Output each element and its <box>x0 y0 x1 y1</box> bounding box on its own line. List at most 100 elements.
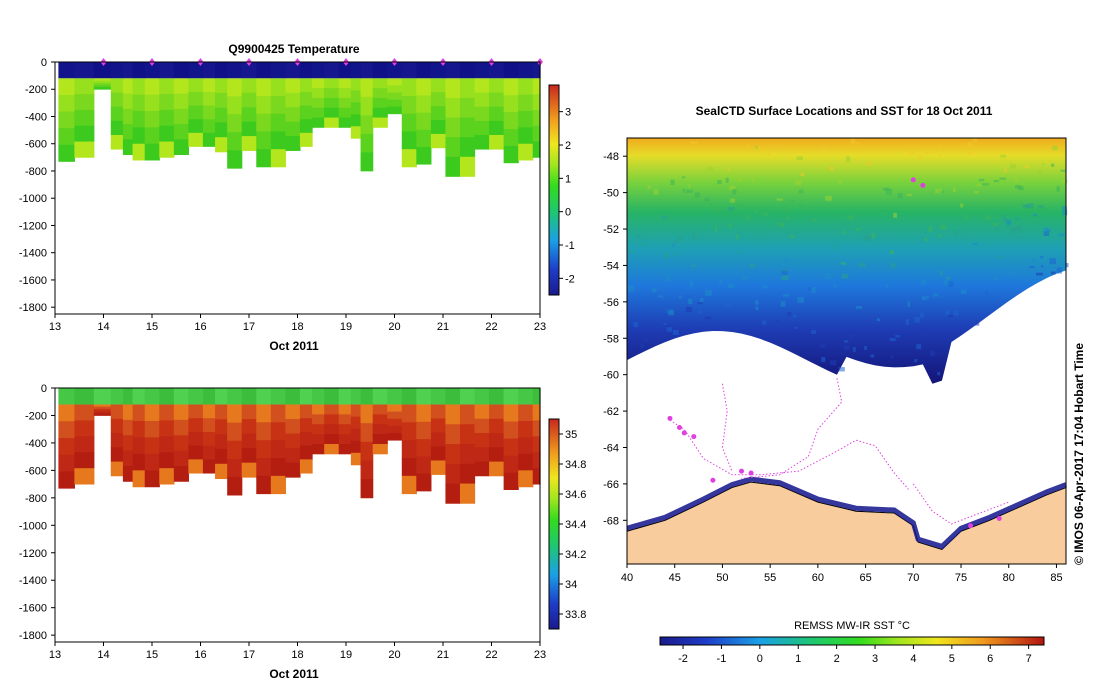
profile-band <box>324 107 340 118</box>
sst-texture-cell <box>937 234 942 238</box>
seal-surface-location <box>681 430 687 436</box>
sst-texture-cell <box>685 306 692 313</box>
sst-texture-cell <box>840 262 846 265</box>
profile-band <box>256 131 272 150</box>
profile-band <box>58 421 75 439</box>
profile-band <box>360 404 374 424</box>
sst-texture-cell <box>663 324 671 328</box>
profile-band <box>459 78 476 99</box>
sst-texture-cell <box>906 193 913 196</box>
sst-texture-cell <box>727 206 735 211</box>
profile-surface-layer <box>256 388 272 405</box>
profile-band <box>241 136 257 151</box>
profile-band <box>459 463 476 484</box>
sst-texture-cell <box>630 276 635 279</box>
profile-band <box>430 133 447 149</box>
profile-band <box>360 78 374 98</box>
profile-band <box>324 117 340 128</box>
sst-texture-cell <box>633 322 638 328</box>
sst-map-lat-axis: -48 -50 -52 -54 -56 -58 -60 -62 -64 -66 -68 <box>603 151 627 527</box>
profile-surface-layer <box>299 62 313 79</box>
profile-surface-layer <box>312 388 325 405</box>
sst-texture-cell <box>849 334 855 339</box>
profile-band <box>459 156 476 177</box>
profile-band <box>58 471 75 489</box>
seal-surface-location <box>710 477 716 483</box>
profile-band <box>518 453 534 471</box>
sst-colorbar-tick-label: -2 <box>678 653 688 665</box>
lat-tick-label: -66 <box>603 479 619 491</box>
sst-texture-cell <box>920 279 926 286</box>
sst-texture-cell <box>681 327 684 332</box>
sst-texture-cell <box>1022 204 1029 208</box>
sst-texture-cell <box>790 234 795 238</box>
sst-texture-cell <box>691 264 696 268</box>
profile-surface-layer <box>338 62 352 79</box>
profile-surface-layer <box>227 388 243 405</box>
profile-band <box>188 431 204 447</box>
sst-texture-cell <box>677 236 683 242</box>
profile-band <box>256 475 272 495</box>
sst-colorbar <box>659 636 1045 646</box>
profile-band <box>503 404 519 422</box>
sst-texture-cell <box>689 281 694 287</box>
profile-band <box>350 114 362 127</box>
profile-surface-layer <box>227 62 243 79</box>
sst-texture-cell <box>812 218 817 222</box>
salinity-y-axis: 0 -200 -400 -600 -800 -1000 -1200 -1400 -1600 -18… <box>19 383 55 642</box>
profile-band <box>188 445 204 460</box>
profile-band <box>74 436 95 453</box>
sst-texture-cell <box>705 289 712 296</box>
profile-band <box>489 92 505 108</box>
profile-band <box>110 461 124 477</box>
profile-band <box>110 106 124 122</box>
sst-texture-cell <box>856 142 860 145</box>
profile-band <box>324 97 340 109</box>
profile-band <box>58 78 75 96</box>
sst-texture-cell <box>948 281 954 288</box>
sst-texture-cell <box>838 178 841 185</box>
sst-texture-cell <box>960 289 967 294</box>
salinity-x-label: Oct 2011 <box>269 667 319 681</box>
profile-band <box>430 446 447 461</box>
profile-band <box>74 125 95 142</box>
profile-band <box>299 445 313 460</box>
x-tick-label: 23 <box>534 649 546 661</box>
sst-texture-cell <box>937 371 941 376</box>
sst-texture-cell <box>710 202 713 208</box>
sst-texture-cell <box>1031 258 1036 263</box>
x-tick-label: 13 <box>49 321 61 333</box>
profile-band <box>338 404 352 415</box>
x-tick-label: 14 <box>97 321 109 333</box>
profile-surface-layer <box>202 62 216 79</box>
sst-texture-cell <box>777 260 782 267</box>
sst-texture-cell <box>688 298 693 305</box>
profile-band <box>372 414 388 425</box>
profile-band <box>416 439 432 457</box>
sst-texture-cell <box>945 309 950 316</box>
sst-texture-cell <box>842 230 846 235</box>
profile-band <box>74 94 95 111</box>
sst-texture-cell <box>697 302 703 305</box>
profile-band <box>285 92 301 108</box>
sst-texture-cell <box>858 262 866 268</box>
sst-texture-cell <box>717 180 722 185</box>
y-tick-label: -1400 <box>19 248 47 260</box>
profile-band <box>285 78 301 94</box>
profile-band <box>144 420 160 438</box>
sst-texture-cell <box>870 354 875 358</box>
sst-texture-cell <box>953 187 956 193</box>
profile-band <box>285 419 301 434</box>
sst-texture-cell <box>1014 185 1022 189</box>
sst-colorbar-tick-label: 7 <box>1026 653 1032 665</box>
sst-texture-cell <box>889 250 894 255</box>
profile-band <box>202 132 216 147</box>
profile-band <box>215 434 228 450</box>
profile-band <box>144 111 160 128</box>
seal-surface-location <box>739 468 745 474</box>
profile-band <box>401 404 417 423</box>
profile-surface-layer <box>503 62 519 79</box>
profile-surface-layer <box>188 388 204 405</box>
sst-map-title: SealCTD Surface Locations and SST for 18… <box>696 104 993 118</box>
